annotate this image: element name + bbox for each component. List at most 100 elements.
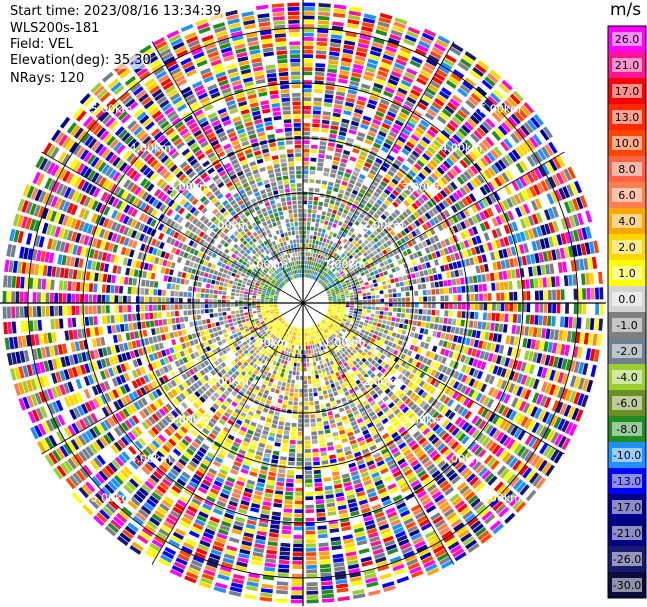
range-gate bbox=[315, 374, 319, 379]
range-gate bbox=[363, 334, 368, 339]
range-gate bbox=[345, 409, 352, 415]
range-gate bbox=[307, 367, 311, 372]
range-gate bbox=[344, 105, 353, 112]
range-gate bbox=[403, 144, 412, 153]
range-gate bbox=[249, 355, 255, 361]
range-gate bbox=[261, 323, 266, 327]
range-gate bbox=[456, 189, 464, 199]
range-gate bbox=[328, 304, 333, 306]
range-gate bbox=[400, 376, 407, 383]
range-gate bbox=[406, 197, 414, 204]
range-gate bbox=[170, 211, 177, 219]
range-gate bbox=[143, 384, 151, 393]
range-gate bbox=[272, 186, 278, 191]
range-gate bbox=[131, 287, 136, 295]
range-gate bbox=[369, 317, 374, 321]
range-gate bbox=[191, 333, 197, 339]
range-gate bbox=[399, 403, 406, 410]
range-gate bbox=[393, 143, 402, 151]
range-gate bbox=[127, 382, 135, 391]
range-gate bbox=[181, 272, 187, 278]
range-gate bbox=[266, 289, 271, 293]
range-gate bbox=[318, 356, 322, 361]
range-gate bbox=[357, 314, 362, 318]
range-gate bbox=[277, 398, 283, 404]
range-gate bbox=[248, 448, 256, 454]
range-gate bbox=[312, 119, 321, 124]
range-gate bbox=[209, 299, 213, 303]
range-gate bbox=[316, 343, 320, 348]
range-gate bbox=[229, 344, 235, 350]
range-gate bbox=[226, 238, 232, 244]
range-gate bbox=[308, 388, 313, 393]
range-gate bbox=[264, 448, 272, 454]
range-gate bbox=[116, 266, 122, 275]
range-gate bbox=[211, 279, 216, 285]
range-gate bbox=[213, 480, 223, 488]
range-gate bbox=[178, 384, 185, 392]
range-gate bbox=[195, 228, 202, 236]
range-gate bbox=[432, 453, 441, 462]
range-gate bbox=[291, 379, 295, 384]
range-gate bbox=[300, 371, 303, 376]
range-gate bbox=[172, 255, 178, 262]
range-gate bbox=[165, 333, 171, 340]
range-gate bbox=[386, 279, 391, 285]
range-gate bbox=[326, 281, 331, 285]
range-gate bbox=[421, 136, 431, 145]
range-gate bbox=[226, 231, 233, 237]
range-gate bbox=[281, 331, 285, 335]
range-gate bbox=[297, 436, 303, 440]
range-gate bbox=[274, 270, 279, 275]
range-gate bbox=[251, 249, 257, 255]
range-gate bbox=[449, 379, 456, 387]
range-gate bbox=[477, 321, 482, 329]
range-gate bbox=[262, 231, 267, 236]
range-gate bbox=[123, 237, 130, 246]
range-gate bbox=[355, 487, 364, 493]
range-gate bbox=[270, 268, 274, 273]
range-gate bbox=[170, 451, 179, 460]
range-gate bbox=[335, 243, 340, 249]
range-gate bbox=[420, 249, 427, 256]
range-gate bbox=[391, 431, 399, 439]
range-gate bbox=[194, 351, 200, 358]
range-gate bbox=[497, 333, 502, 343]
range-gate bbox=[271, 204, 277, 209]
range-gate bbox=[297, 187, 302, 192]
range-gate bbox=[219, 449, 227, 456]
range-gate bbox=[295, 384, 299, 389]
range-gate bbox=[337, 135, 346, 141]
range-gate bbox=[309, 179, 315, 184]
range-gate bbox=[169, 189, 177, 198]
range-gate bbox=[303, 157, 309, 162]
range-gate bbox=[468, 378, 476, 387]
range-gate bbox=[329, 231, 334, 236]
range-gate bbox=[318, 149, 326, 155]
range-gate bbox=[162, 319, 168, 326]
range-gate bbox=[181, 210, 189, 218]
range-gate bbox=[258, 351, 263, 356]
range-gate bbox=[251, 263, 256, 268]
range-gate bbox=[459, 395, 467, 404]
range-gate bbox=[132, 313, 137, 321]
range-gate bbox=[335, 336, 340, 341]
range-gate bbox=[291, 422, 297, 427]
range-gate bbox=[185, 273, 191, 279]
range-gate bbox=[231, 159, 239, 166]
range-gate bbox=[436, 303, 440, 309]
range-gate bbox=[258, 135, 267, 141]
range-gate bbox=[301, 269, 303, 273]
range-gate bbox=[303, 380, 308, 385]
range-gate bbox=[324, 425, 330, 430]
range-gate bbox=[276, 280, 281, 285]
range-gate bbox=[227, 419, 235, 426]
range-gate bbox=[293, 213, 298, 218]
range-gate bbox=[108, 264, 114, 273]
range-gate bbox=[395, 454, 404, 462]
range-gate bbox=[282, 355, 286, 360]
range-gate bbox=[328, 393, 334, 398]
range-gate bbox=[167, 425, 176, 434]
range-gate bbox=[303, 170, 309, 175]
range-gate bbox=[235, 196, 242, 202]
